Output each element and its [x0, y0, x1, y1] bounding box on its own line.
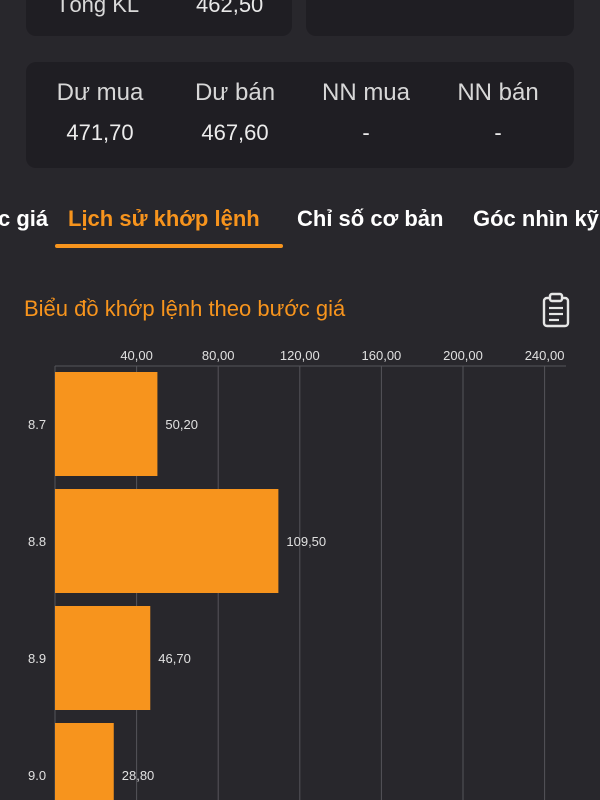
x-tick-label: 200,00 [443, 348, 483, 363]
bar-value-label: 46,70 [158, 651, 191, 666]
bar-value-label: 109,50 [286, 534, 326, 549]
bar-value-label: 28,80 [122, 768, 155, 783]
stat-label: Dư mua [56, 79, 144, 106]
stat-foreign-sell: NN bán - [432, 62, 564, 168]
total-volume-value: 462,50 [196, 0, 264, 17]
document-list-icon[interactable] [538, 290, 574, 330]
bar [55, 372, 158, 476]
active-tab-indicator [55, 244, 283, 248]
stat-label: NN mua [321, 79, 411, 106]
stat-value: - [494, 120, 502, 145]
stat-foreign-buy: NN mua - [300, 62, 432, 168]
order-book-card: Dư mua 471,70 Dư bán 467,60 NN mua - NN … [26, 62, 574, 168]
stat-bid-remaining: Dư mua 471,70 [34, 62, 166, 168]
chart-section-title: Biểu đồ khớp lệnh theo bước giá [24, 296, 346, 321]
summary-card-right [306, 0, 574, 36]
match-volume-chart: 40,00 80,00 120,00 160,00 200,00 240,00 8.7 50… [28, 348, 566, 800]
tab-price-steps[interactable]: c giá [0, 206, 49, 231]
stat-value: 467,60 [201, 120, 269, 145]
bar [55, 723, 114, 800]
tab-technical-view[interactable]: Góc nhìn kỹ [473, 206, 599, 231]
y-category-label: 8.9 [28, 651, 46, 666]
x-tick-label: 120,00 [280, 348, 320, 363]
y-category-label: 8.7 [28, 417, 46, 432]
stat-value: - [362, 120, 370, 145]
stat-ask-remaining: Dư bán 467,60 [169, 62, 301, 168]
x-tick-label: 160,00 [362, 348, 402, 363]
total-volume-label: Tổng KL [56, 0, 140, 17]
tab-bar: c giá Lịch sử khớp lệnh Chỉ số cơ bản Gó… [0, 196, 600, 254]
y-category-label: 8.8 [28, 534, 46, 549]
bar-value-label: 50,20 [165, 417, 198, 432]
bar [55, 489, 279, 593]
x-tick-label: 40,00 [120, 348, 153, 363]
x-tick-label: 80,00 [202, 348, 235, 363]
x-tick-label: 240,00 [525, 348, 565, 363]
stat-label: Dư bán [194, 79, 276, 106]
tab-match-history[interactable]: Lịch sử khớp lệnh [68, 206, 260, 231]
stat-label: NN bán [457, 79, 539, 106]
tab-fundamentals[interactable]: Chỉ số cơ bản [297, 206, 444, 231]
volume-summary-card: Tổng KL 462,50 [26, 0, 292, 36]
y-category-label: 9.0 [28, 768, 46, 783]
bar [55, 606, 151, 710]
stat-value: 471,70 [66, 120, 134, 145]
